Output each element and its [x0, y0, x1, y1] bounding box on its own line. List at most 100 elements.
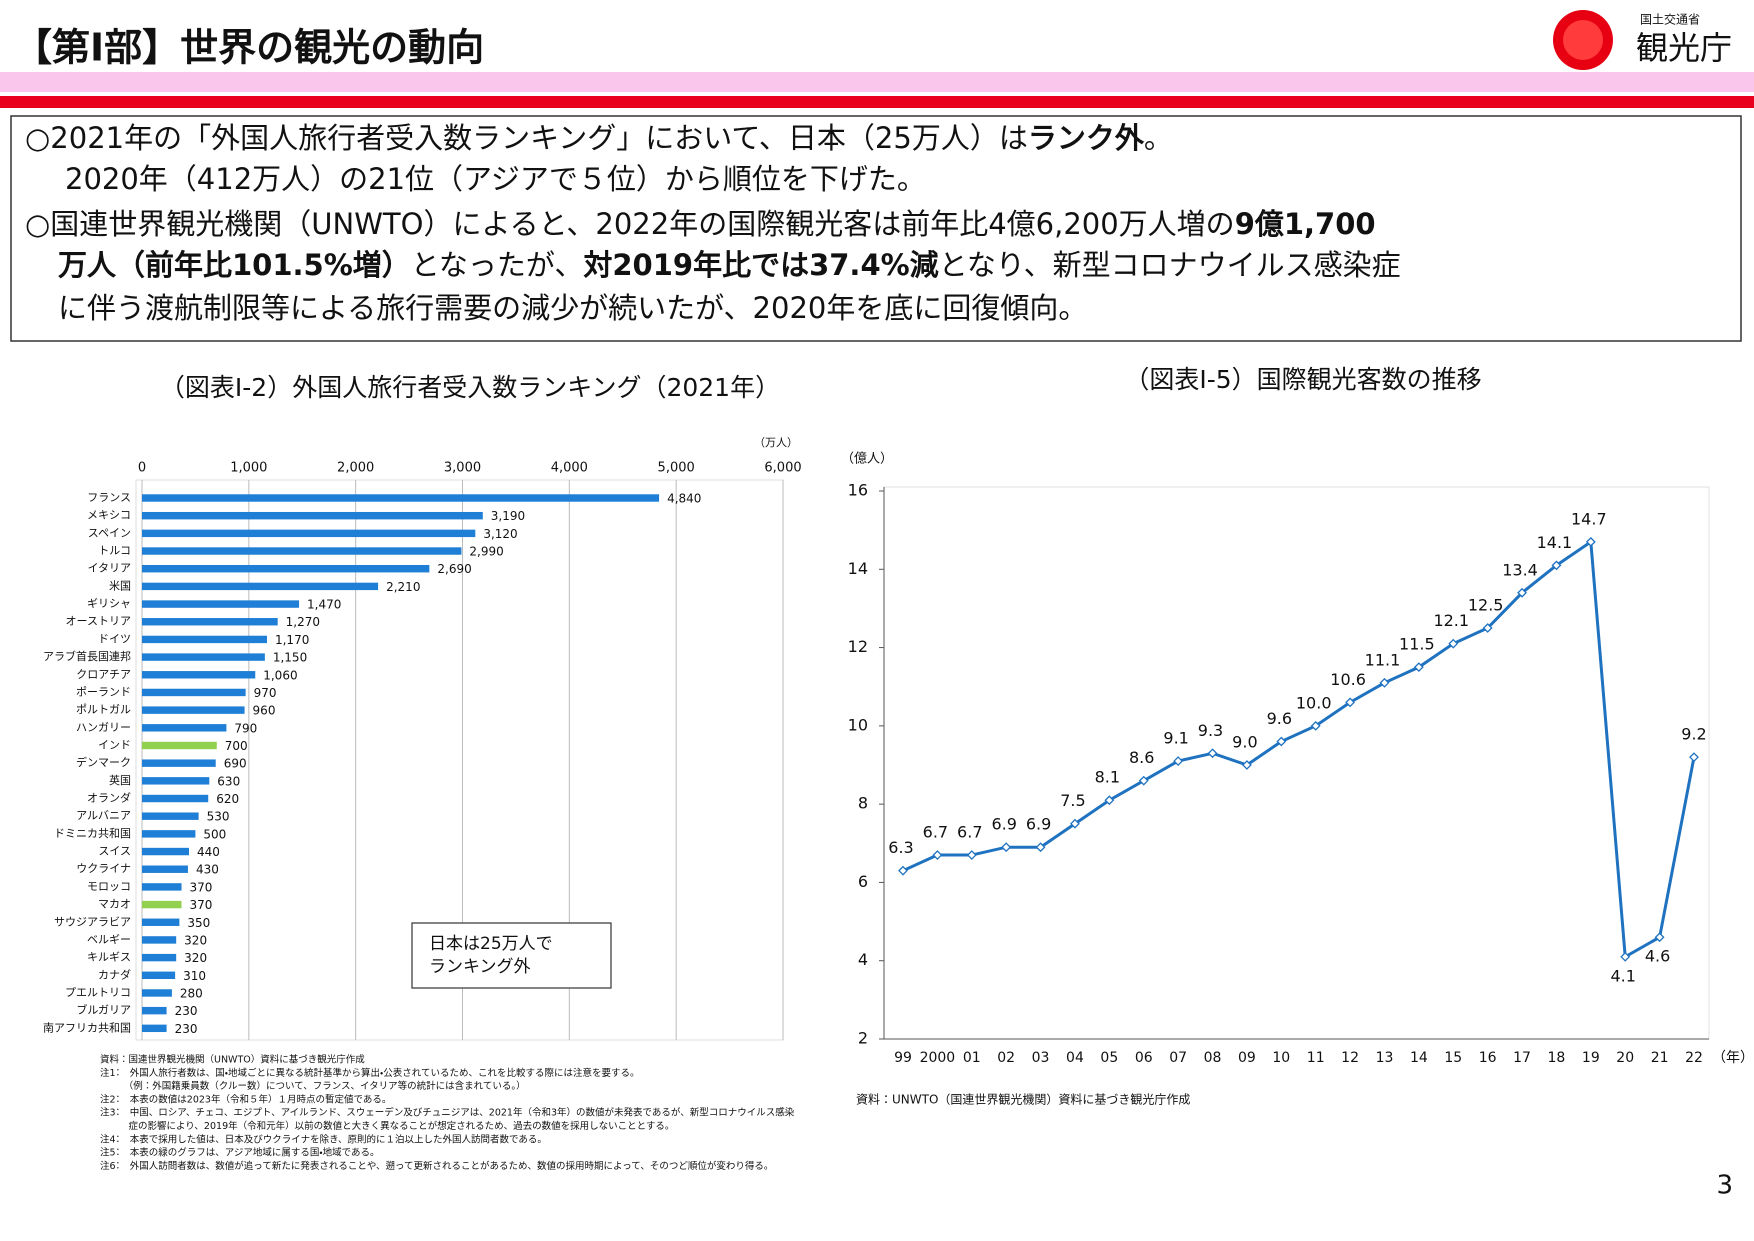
- value-label: 440: [197, 845, 220, 859]
- value-label: 9.0: [1232, 733, 1257, 752]
- value-label: 370: [190, 880, 213, 894]
- charts: （図表Ⅰ-2）外国人旅行者受入数ランキング（2021年） （万人） 0 1,000 2,…: [43, 365, 1754, 1172]
- header-stripe: [0, 96, 1754, 108]
- value-label: 320: [184, 933, 207, 947]
- bar: [142, 847, 190, 856]
- x-tick-label: 5,000: [658, 461, 695, 476]
- category-label: メキシコ: [87, 509, 131, 522]
- category-label: ドイツ: [98, 632, 131, 645]
- logo-mark-inner: [1563, 20, 1603, 60]
- y-tick-label: 16: [848, 481, 868, 500]
- point-marker: [1276, 736, 1287, 747]
- bar: [142, 494, 660, 502]
- logo-ministry: 国土交通省: [1640, 13, 1700, 27]
- x-tick-label: 16: [1479, 1050, 1497, 1066]
- value-label: 14.7: [1571, 509, 1607, 528]
- point-marker: [1620, 951, 1631, 962]
- value-label: 350: [187, 916, 210, 930]
- value-label: 11.1: [1365, 650, 1401, 669]
- x-tick-label: 08: [1204, 1050, 1222, 1066]
- summary-line: ○国連世界観光機関（UNWTO）によると、2022年の国際観光客は前年比4億6,…: [25, 207, 1376, 241]
- value-label: 3,190: [491, 509, 525, 523]
- summary-text: となり、新型コロナウイルス感染症: [939, 248, 1401, 282]
- bar: [142, 564, 430, 573]
- value-label: 630: [217, 774, 240, 788]
- point-marker: [1035, 842, 1046, 853]
- x-tick-label: 05: [1100, 1050, 1118, 1066]
- value-label: 1,470: [307, 598, 341, 612]
- x-tick-label: 3,000: [444, 461, 481, 476]
- category-label: 南アフリカ共和国: [43, 1021, 131, 1034]
- page-title: 【第Ⅰ部】世界の観光の動向: [14, 26, 484, 70]
- category-label: カナダ: [98, 967, 131, 981]
- x-tick-label: 2,000: [337, 461, 374, 476]
- y-tick-label: 6: [858, 872, 868, 891]
- x-tick-label: 04: [1066, 1050, 1084, 1066]
- y-tick-label: 4: [858, 950, 868, 969]
- category-label: ポーランド: [76, 685, 131, 698]
- bar: [142, 582, 379, 591]
- summary: ○2021年の「外国人旅行者受入数ランキング」において、日本（25万人）はランク…: [25, 121, 1401, 325]
- header-band: [0, 72, 1754, 92]
- page-number: 3: [1716, 1171, 1733, 1201]
- y-tick-label: 8: [858, 794, 868, 813]
- value-label: 2,690: [437, 562, 471, 576]
- summary-text: 9億1,700: [1235, 207, 1376, 241]
- x-tick-label: 12: [1341, 1050, 1359, 1066]
- summary-box: [10, 115, 1742, 342]
- bar: [142, 688, 246, 697]
- value-label: 2,210: [386, 580, 420, 594]
- value-label: 10.6: [1330, 670, 1366, 689]
- category-label: イタリア: [87, 562, 131, 575]
- value-label: 1,170: [275, 633, 309, 647]
- category-label: ブルガリア: [76, 1003, 131, 1017]
- value-label: 530: [207, 810, 230, 824]
- value-label: 9.3: [1198, 721, 1223, 740]
- point-marker: [1585, 536, 1596, 547]
- category-label: ベルギー: [87, 933, 131, 946]
- point-marker: [1173, 756, 1184, 767]
- point-marker: [966, 850, 977, 860]
- series-line: [902, 539, 1696, 960]
- value-label: 310: [183, 969, 206, 983]
- value-label: 430: [196, 863, 219, 877]
- category-label: ドミニカ共和国: [54, 827, 131, 840]
- value-label: 700: [225, 739, 248, 753]
- summary-line: に伴う渡航制限等による旅行需要の減少が続いたが、2020年を底に回復傾向。: [58, 291, 1087, 325]
- value-label: 500: [203, 827, 226, 841]
- value-label: 10.0: [1296, 693, 1332, 712]
- value-label: 8.1: [1095, 768, 1120, 787]
- point-marker: [1689, 752, 1699, 763]
- x-tick-label: 2000: [920, 1050, 956, 1066]
- y-tick-label: 2: [858, 1029, 868, 1048]
- bar: [142, 883, 182, 891]
- category-label: オーストリア: [66, 615, 131, 628]
- value-label: 230: [175, 1022, 198, 1036]
- value-label: 2,990: [469, 545, 503, 559]
- point-marker: [1138, 775, 1149, 786]
- x-tick-label: 17: [1513, 1050, 1531, 1066]
- point-marker: [1551, 560, 1562, 571]
- category-label: インド: [98, 738, 131, 751]
- value-label: 4,840: [667, 492, 701, 506]
- x-tick-label: 19: [1582, 1050, 1600, 1066]
- note: 注5： 本表の緑のグラフは、アジア地域に属する国・地域である。: [100, 1147, 380, 1159]
- bar: [142, 653, 265, 661]
- value-label: 12.1: [1433, 611, 1469, 630]
- x-tick-label: 13: [1376, 1050, 1394, 1066]
- bar: [142, 511, 483, 520]
- value-label: 6.9: [1026, 815, 1051, 834]
- x-tick-label: 4,000: [551, 461, 588, 476]
- x-tick-label: 07: [1169, 1050, 1187, 1066]
- summary-line: 2020年（412万人）の21位（アジアで５位）から順位を下げた。: [65, 162, 926, 196]
- category-label: ポルトガル: [76, 703, 131, 716]
- source-note: 資料：UNWTO（国連世界観光機関）資料に基づき観光庁作成: [856, 1093, 1190, 1107]
- x-tick-label: 6,000: [764, 461, 801, 476]
- value-label: 1,150: [273, 651, 307, 665]
- x-tick-label: 02: [997, 1050, 1015, 1066]
- value-label: 790: [234, 721, 257, 735]
- annotation-box: [411, 922, 612, 989]
